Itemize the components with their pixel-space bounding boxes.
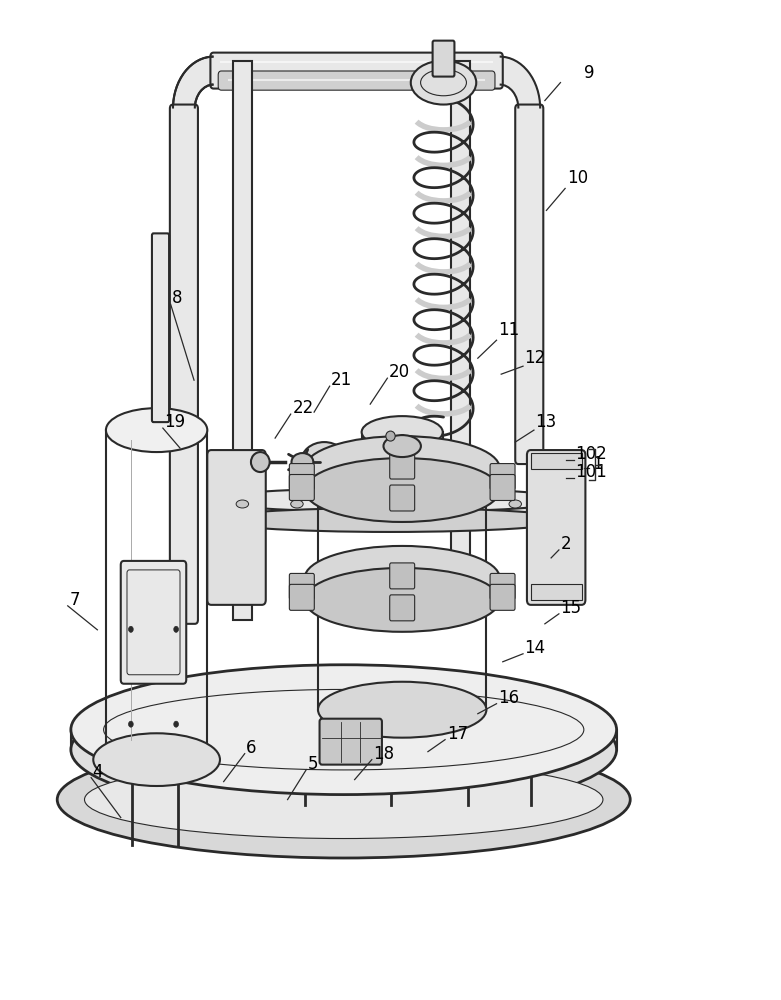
Ellipse shape — [251, 452, 269, 472]
Ellipse shape — [447, 500, 459, 508]
FancyBboxPatch shape — [289, 584, 314, 610]
Ellipse shape — [318, 462, 487, 518]
Ellipse shape — [386, 431, 395, 441]
FancyBboxPatch shape — [289, 573, 314, 599]
Text: 102: 102 — [576, 445, 607, 463]
Ellipse shape — [173, 626, 178, 632]
Text: 9: 9 — [584, 64, 594, 82]
FancyBboxPatch shape — [170, 105, 198, 624]
Ellipse shape — [344, 454, 359, 470]
Ellipse shape — [211, 488, 570, 512]
Ellipse shape — [93, 733, 220, 786]
Text: 1: 1 — [592, 455, 602, 473]
Text: 7: 7 — [70, 591, 80, 609]
FancyBboxPatch shape — [319, 719, 382, 765]
Text: 16: 16 — [498, 689, 519, 707]
Ellipse shape — [318, 572, 487, 628]
Ellipse shape — [305, 546, 500, 610]
Text: 12: 12 — [525, 349, 546, 367]
Ellipse shape — [383, 435, 421, 457]
Text: 4: 4 — [93, 763, 103, 781]
Ellipse shape — [106, 408, 207, 452]
FancyBboxPatch shape — [515, 105, 544, 464]
FancyBboxPatch shape — [289, 464, 314, 490]
Text: 18: 18 — [373, 745, 394, 763]
Bar — [531, 453, 582, 469]
Ellipse shape — [173, 721, 178, 727]
Text: 5: 5 — [308, 755, 319, 773]
Ellipse shape — [411, 61, 476, 105]
Ellipse shape — [291, 500, 303, 508]
Ellipse shape — [291, 453, 313, 471]
Text: 8: 8 — [172, 289, 183, 307]
Ellipse shape — [129, 626, 134, 632]
Text: 22: 22 — [292, 399, 313, 417]
Bar — [451, 61, 470, 620]
FancyBboxPatch shape — [210, 53, 503, 89]
Ellipse shape — [84, 761, 603, 839]
Ellipse shape — [301, 442, 348, 482]
Text: 19: 19 — [165, 413, 186, 431]
FancyBboxPatch shape — [390, 563, 415, 589]
FancyBboxPatch shape — [390, 453, 415, 479]
Ellipse shape — [211, 508, 570, 532]
Bar — [305, 468, 500, 490]
Ellipse shape — [362, 416, 443, 448]
Text: 10: 10 — [567, 169, 588, 187]
FancyBboxPatch shape — [121, 561, 186, 684]
Text: 15: 15 — [561, 599, 582, 617]
Bar — [305, 578, 500, 600]
Polygon shape — [500, 57, 540, 109]
FancyBboxPatch shape — [289, 475, 314, 500]
FancyBboxPatch shape — [433, 41, 455, 77]
Polygon shape — [173, 57, 213, 109]
FancyBboxPatch shape — [152, 233, 169, 422]
Ellipse shape — [305, 568, 500, 632]
Text: 2: 2 — [561, 535, 571, 553]
Bar — [531, 584, 582, 600]
Text: 13: 13 — [536, 413, 557, 431]
FancyBboxPatch shape — [218, 71, 495, 90]
Ellipse shape — [318, 552, 487, 608]
Ellipse shape — [305, 436, 500, 500]
Ellipse shape — [362, 454, 443, 486]
Text: 20: 20 — [389, 363, 410, 381]
FancyBboxPatch shape — [490, 464, 515, 490]
Text: 101: 101 — [576, 463, 607, 481]
Bar — [211, 500, 570, 520]
Ellipse shape — [305, 458, 500, 522]
FancyBboxPatch shape — [490, 573, 515, 599]
Text: 17: 17 — [447, 725, 468, 743]
Text: 14: 14 — [525, 639, 546, 657]
Ellipse shape — [236, 500, 248, 508]
Ellipse shape — [129, 721, 134, 727]
Bar — [233, 61, 252, 620]
Bar — [71, 730, 616, 750]
Ellipse shape — [509, 500, 522, 508]
Ellipse shape — [318, 682, 487, 738]
Ellipse shape — [71, 685, 616, 815]
FancyBboxPatch shape — [527, 450, 586, 605]
FancyBboxPatch shape — [207, 450, 266, 605]
Ellipse shape — [57, 741, 630, 858]
FancyBboxPatch shape — [390, 595, 415, 621]
FancyBboxPatch shape — [490, 475, 515, 500]
Ellipse shape — [71, 665, 616, 795]
FancyBboxPatch shape — [390, 485, 415, 511]
Text: 11: 11 — [498, 321, 519, 339]
FancyBboxPatch shape — [490, 584, 515, 610]
Text: 21: 21 — [331, 371, 352, 389]
Text: 6: 6 — [246, 739, 257, 757]
